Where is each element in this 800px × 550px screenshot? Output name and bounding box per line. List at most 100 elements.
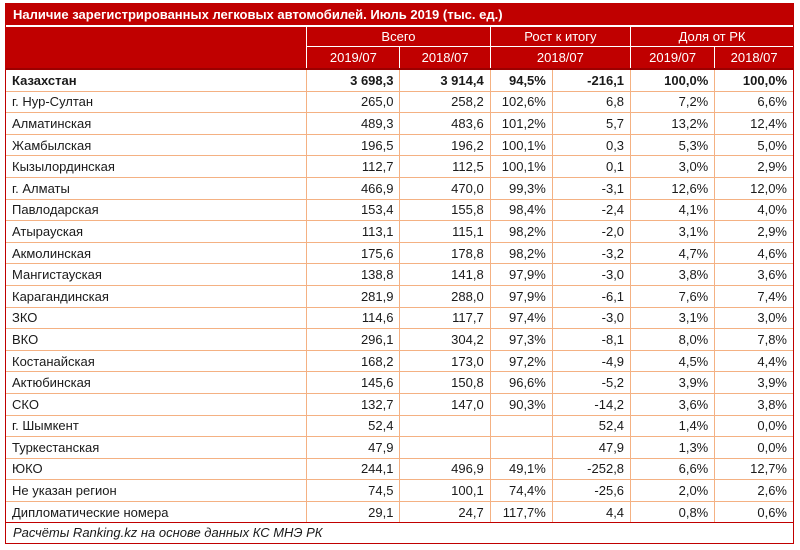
value-cell: 244,1	[306, 458, 401, 481]
value-cell: 97,2%	[490, 350, 553, 373]
value-cell: 49,1%	[490, 458, 553, 481]
value-cell: 52,4	[306, 415, 401, 438]
value-cell: 4,5%	[630, 350, 716, 373]
table-row: ЮКО 244,1 496,9 49,1% -252,8 6,6% 12,7%	[6, 458, 793, 481]
value-cell: -3,2	[552, 242, 632, 265]
table-row: Костанайская 168,2 173,0 97,2% -4,9 4,5% 4,4%	[6, 350, 793, 373]
value-cell: 466,9	[306, 177, 401, 200]
value-cell: 4,4	[552, 501, 632, 523]
value-cell: 98,4%	[490, 199, 553, 222]
value-cell: 296,1	[306, 328, 401, 351]
table-row: Казахстан 3 698,3 3 914,4 94,5% -216,1 100,0%…	[6, 69, 793, 92]
value-cell: 24,7	[399, 501, 491, 523]
value-cell: 5,7	[552, 112, 632, 135]
value-cell: 90,3%	[490, 393, 553, 416]
value-cell: -5,2	[552, 371, 632, 394]
table-row: Жамбылская 196,5 196,2 100,1% 0,3 5,3% 5,0%	[6, 134, 793, 157]
value-cell: 2,0%	[630, 479, 716, 502]
header-sub-total-2018: 2018/07	[399, 46, 491, 69]
value-cell: 6,8	[552, 91, 632, 114]
region-cell: СКО	[6, 393, 308, 416]
region-cell: Актюбинская	[6, 371, 308, 394]
value-cell: 29,1	[306, 501, 401, 523]
value-cell: 196,2	[399, 134, 491, 157]
region-cell: Акмолинская	[6, 242, 308, 265]
value-cell: 113,1	[306, 220, 401, 243]
table-footnote: Расчёты Ranking.kz на основе данных КС М…	[6, 522, 793, 543]
value-cell: -252,8	[552, 458, 632, 481]
value-cell: 47,9	[552, 436, 632, 459]
table-row: Актюбинская 145,6 150,8 96,6% -5,2 3,9% 3,9%	[6, 371, 793, 394]
value-cell: 4,7%	[630, 242, 716, 265]
value-cell: -25,6	[552, 479, 632, 502]
value-cell: 2,9%	[714, 155, 793, 178]
value-cell: 12,6%	[630, 177, 716, 200]
value-cell: 3,0%	[714, 307, 793, 330]
value-cell: -3,1	[552, 177, 632, 200]
table-row: ЗКО 114,6 117,7 97,4% -3,0 3,1% 3,0%	[6, 307, 793, 330]
value-cell: 141,8	[399, 263, 491, 286]
value-cell: 100,0%	[630, 69, 716, 92]
table-row: Атырауская 113,1 115,1 98,2% -2,0 3,1% 2,9%	[6, 220, 793, 243]
value-cell: 115,1	[399, 220, 491, 243]
value-cell: 0,0%	[714, 436, 793, 459]
value-cell: -216,1	[552, 69, 632, 92]
table-row: Павлодарская 153,4 155,8 98,4% -2,4 4,1% 4,0%	[6, 199, 793, 222]
value-cell: 12,0%	[714, 177, 793, 200]
value-cell: 178,8	[399, 242, 491, 265]
value-cell: 5,3%	[630, 134, 716, 157]
value-cell	[490, 415, 553, 438]
value-cell: 155,8	[399, 199, 491, 222]
value-cell: 97,4%	[490, 307, 553, 330]
region-cell: Павлодарская	[6, 199, 308, 222]
value-cell: 47,9	[306, 436, 401, 459]
value-cell: 3,1%	[630, 307, 716, 330]
table-row: Карагандинская 281,9 288,0 97,9% -6,1 7,6% 7,4…	[6, 285, 793, 308]
value-cell: 265,0	[306, 91, 401, 114]
value-cell: 1,4%	[630, 415, 716, 438]
header-group-growth: Рост к итогу	[489, 27, 631, 47]
header-sub-growth-2018: 2018/07	[489, 46, 631, 69]
table-row: г. Алматы 466,9 470,0 99,3% -3,1 12,6% 12,0%	[6, 177, 793, 200]
value-cell: 153,4	[306, 199, 401, 222]
value-cell: 175,6	[306, 242, 401, 265]
value-cell: -3,0	[552, 307, 632, 330]
table-row: Акмолинская 175,6 178,8 98,2% -3,2 4,7% 4,6%	[6, 242, 793, 265]
value-cell: 3 698,3	[306, 69, 401, 92]
header-group-total: Всего	[306, 27, 491, 47]
value-cell: 100,1	[399, 479, 491, 502]
value-cell: 4,1%	[630, 199, 716, 222]
value-cell: 6,6%	[714, 91, 793, 114]
region-cell: ЮКО	[6, 458, 308, 481]
value-cell: 3,9%	[714, 371, 793, 394]
value-cell: -2,0	[552, 220, 632, 243]
value-cell: 7,4%	[714, 285, 793, 308]
value-cell: 112,7	[306, 155, 401, 178]
value-cell: 196,5	[306, 134, 401, 157]
value-cell: 100,0%	[714, 69, 793, 92]
table-row: Не указан регион 74,5 100,1 74,4% -25,6 2,0% 2…	[6, 479, 793, 502]
value-cell: -2,4	[552, 199, 632, 222]
value-cell: 489,3	[306, 112, 401, 135]
value-cell: 258,2	[399, 91, 491, 114]
value-cell: 102,6%	[490, 91, 553, 114]
value-cell: 3,8%	[630, 263, 716, 286]
value-cell: 0,0%	[714, 415, 793, 438]
header-group-row: Всего Рост к итогу Доля от РК	[6, 27, 793, 69]
value-cell: 99,3%	[490, 177, 553, 200]
value-cell: 7,8%	[714, 328, 793, 351]
header-sub-share-2018: 2018/07	[714, 46, 793, 69]
value-cell: 304,2	[399, 328, 491, 351]
value-cell: 173,0	[399, 350, 491, 373]
value-cell: 112,5	[399, 155, 491, 178]
value-cell: 138,8	[306, 263, 401, 286]
region-cell: Туркестанская	[6, 436, 308, 459]
value-cell: 97,9%	[490, 285, 553, 308]
value-cell: 100,1%	[490, 155, 553, 178]
region-cell: г. Шымкент	[6, 415, 308, 438]
value-cell: 3 914,4	[399, 69, 491, 92]
value-cell: 4,4%	[714, 350, 793, 373]
header-sub-share-2019: 2019/07	[630, 46, 715, 69]
value-cell: -6,1	[552, 285, 632, 308]
table-body: Казахстан 3 698,3 3 914,4 94,5% -216,1 100,0%…	[6, 69, 793, 523]
